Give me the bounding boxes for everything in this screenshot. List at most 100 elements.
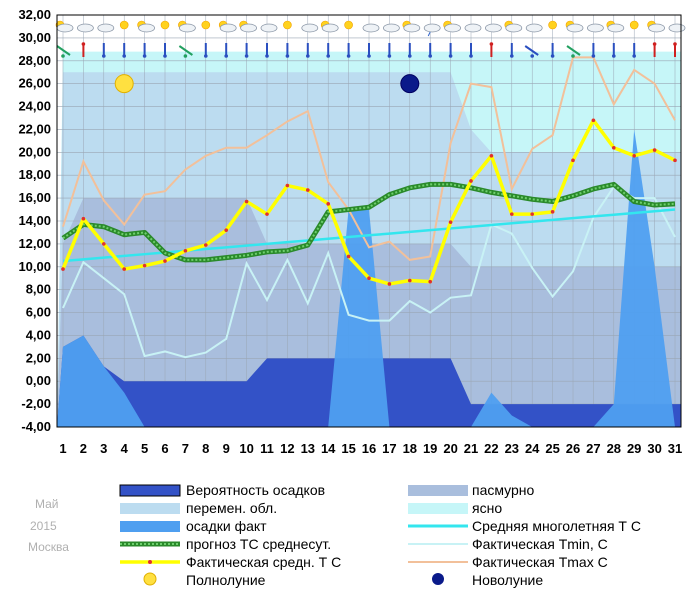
wind-head [591,54,596,58]
wind-arrow-down-icon [306,43,310,58]
cloud-part [505,23,523,33]
cloud-part [77,23,94,33]
wind-head [61,54,65,58]
axes: 32,0030,0028,0026,0024,0022,0020,0018,00… [18,7,682,456]
avg-point [204,243,208,247]
legend-full-moon-icon [143,572,157,586]
wind-head [428,54,433,58]
legend-swatch-variable [120,503,180,514]
avg-point [244,199,249,204]
moons [114,74,420,94]
legend-avg: Фактическая средн. Т С [186,554,341,570]
cloud-part [382,23,400,33]
avg-point [632,153,636,158]
legend-normal: Средняя многолетняя Т С [472,518,641,534]
y-tick-label: 0,00 [26,373,51,388]
wind-shaft [56,45,71,56]
legend-forecast: прогноз ТС среднесут. [186,536,331,552]
avg-point [469,179,473,183]
legend-clear: ясно [472,500,502,516]
new-moon-icon [400,74,420,94]
sun-part [629,20,639,30]
wind-arrow-down-icon [224,43,228,58]
rain-part [427,31,431,37]
avg-point [387,282,392,286]
wind-arrow-down-icon [612,43,616,58]
avg-point [122,267,126,271]
y-tick-label: 30,00 [18,30,51,45]
wind-arrow-down-icon [591,43,596,58]
x-tick-label: 24 [525,441,540,456]
cloud-part [301,23,319,33]
wind-arrow-down-icon [408,43,412,58]
wind-head [408,54,412,58]
wind-arrow-down-icon [428,43,433,58]
x-tick-label: 17 [382,441,396,456]
x-tick-label: 11 [260,441,274,456]
wind-head [571,54,575,58]
legend-overcast: пасмурно [472,482,535,498]
y-tick-label: 4,00 [26,327,51,342]
cloud-part [362,23,380,33]
avg-point [81,216,86,221]
wind-shaft [566,45,581,56]
cloud-icon [668,23,686,33]
avg-point [550,210,555,214]
wind-arrow-down-icon [550,43,555,58]
avg-point [102,242,106,246]
sun-icon [283,20,292,30]
wind-arrow-down-icon [244,43,249,58]
wind-head [306,54,310,58]
wind-head [387,54,392,58]
wind-head [285,54,290,58]
legend-tmax: Фактическая Tmax C [472,554,608,570]
x-tick-label: 30 [647,441,661,456]
wind-head [632,54,636,58]
wind-head [673,42,677,46]
cloud-icon [484,23,502,33]
x-tick-label: 13 [301,441,315,456]
cloud-sun-icon [239,20,258,33]
avg-point [326,202,331,206]
x-tick-label: 9 [223,441,230,456]
sun-part [160,20,170,30]
cloud-sun-icon [504,20,523,33]
cloud-part [56,23,74,33]
wind-head [204,54,208,58]
x-tick-label: 20 [443,441,457,456]
wind-arrow-left-icon [566,45,581,58]
wind-arrow-left-icon [56,45,71,58]
x-tick-label: 26 [566,441,580,456]
cloud-sun-icon [178,20,196,33]
wind-head [183,54,188,58]
cloud-part [240,23,258,33]
cloud-sun-icon [647,20,665,33]
avg-point [428,279,433,284]
x-tick-label: 23 [505,441,519,456]
sun-part [548,20,557,30]
cloud-part [260,23,278,33]
legend-swatch-precip-fact [120,521,180,532]
wind-head [550,54,555,58]
wind-arrow-up-icon [652,42,657,57]
wind-arrow-down-icon [367,43,371,58]
cloud-part [423,23,441,33]
wind-arrow-up-icon [673,42,677,57]
x-tick-label: 2 [80,441,87,456]
avg-point [142,263,147,268]
tmin-line [62,185,676,359]
x-tick-label: 31 [668,441,682,456]
wind-arrow-down-icon [122,43,126,58]
sun-part [201,20,211,30]
avg-point [510,212,514,216]
cloud-part [219,23,237,33]
avg-point [591,118,596,123]
wind-head [612,54,616,58]
wind-arrow-left-icon [178,45,193,58]
wind-arrow-down-icon [326,43,331,58]
cloud-part [587,23,604,33]
cloud-sun-icon [218,20,237,33]
plot-frame [56,14,682,428]
x-tick-label: 7 [182,441,189,456]
